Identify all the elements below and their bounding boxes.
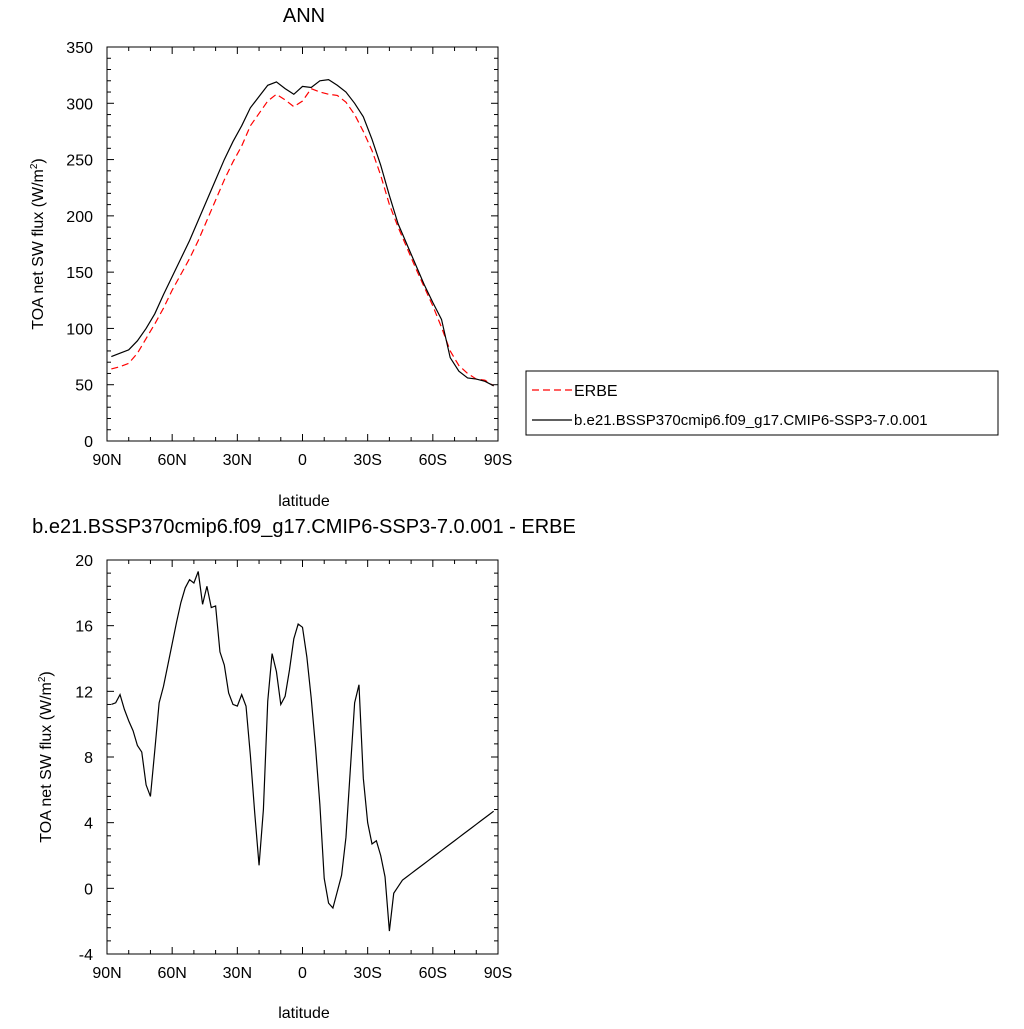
top-xtick-label: 60N: [157, 452, 186, 469]
bottom-series-line-0-line: [111, 571, 495, 932]
legend: ERBE b.e21.BSSP370cmip6.f09_g17.CMIP6-SS…: [525, 370, 999, 436]
top-ytick-label: 200: [66, 209, 93, 226]
bottom-plot-frame: [106, 559, 499, 955]
bottom-ytick-label: 4: [84, 816, 93, 833]
top-ytick-label: 350: [66, 40, 93, 57]
bottom-xtick-label: 60N: [157, 965, 186, 982]
bottom-xtick-label: 30N: [223, 965, 252, 982]
top-xtick-label: 90S: [484, 452, 512, 469]
top-panel-ylabel: TOA net SW flux (W/m2): [29, 158, 47, 330]
bottom-panel-xlabel: latitude: [278, 1005, 330, 1022]
top-panel-title: ANN: [283, 5, 325, 27]
top-series-erbe-line: [111, 87, 494, 387]
top-ytick-label: 150: [66, 265, 93, 282]
bottom-ytick-label: 16: [75, 619, 93, 636]
top-xtick-label: 60S: [419, 452, 447, 469]
bottom-panel-title: b.e21.BSSP370cmip6.f09_g17.CMIP6-SSP3-7.…: [32, 516, 576, 538]
top-ytick-label: 50: [75, 378, 93, 395]
bottom-xtick-label: 30S: [353, 965, 381, 982]
bottom-panel: b.e21.BSSP370cmip6.f09_g17.CMIP6-SSP3-7.…: [32, 516, 576, 1022]
top-ytick-label: 100: [66, 321, 93, 338]
top-xtick-label: 30N: [223, 452, 252, 469]
bottom-ytick-label: -4: [79, 947, 93, 964]
bottom-panel-ylabel: TOA net SW flux (W/m2): [37, 671, 55, 843]
top-xtick-label: 30S: [353, 452, 381, 469]
bottom-ytick-label: 0: [84, 881, 93, 898]
bottom-xtick-label: 60S: [419, 965, 447, 982]
legend-erbe-label: ERBE: [574, 383, 618, 400]
bottom-xtick-label: 90N: [92, 965, 121, 982]
top-panel: ANN 90N 60N 30N 0 30S 60S 90S 0 50 100 150 200 250 30…: [29, 5, 512, 510]
bottom-ytick-label: 20: [75, 553, 93, 570]
legend-model-label: b.e21.BSSP370cmip6.f09_g17.CMIP6-SSP3-7.…: [574, 412, 928, 429]
top-ytick-label: 300: [66, 96, 93, 113]
top-xtick-label: 0: [298, 452, 307, 469]
top-ytick-label: 0: [84, 434, 93, 451]
top-ytick-label: 250: [66, 153, 93, 170]
bottom-xtick-label: 0: [298, 965, 307, 982]
top-plot-frame: [106, 46, 499, 442]
top-xtick-label: 90N: [92, 452, 121, 469]
bottom-ytick-label: 12: [75, 684, 93, 701]
bottom-ytick-label: 8: [84, 750, 93, 767]
legend-box: [525, 370, 999, 436]
top-series-model-line: [111, 79, 494, 387]
bottom-xtick-label: 90S: [484, 965, 512, 982]
top-panel-xlabel: latitude: [278, 493, 330, 510]
